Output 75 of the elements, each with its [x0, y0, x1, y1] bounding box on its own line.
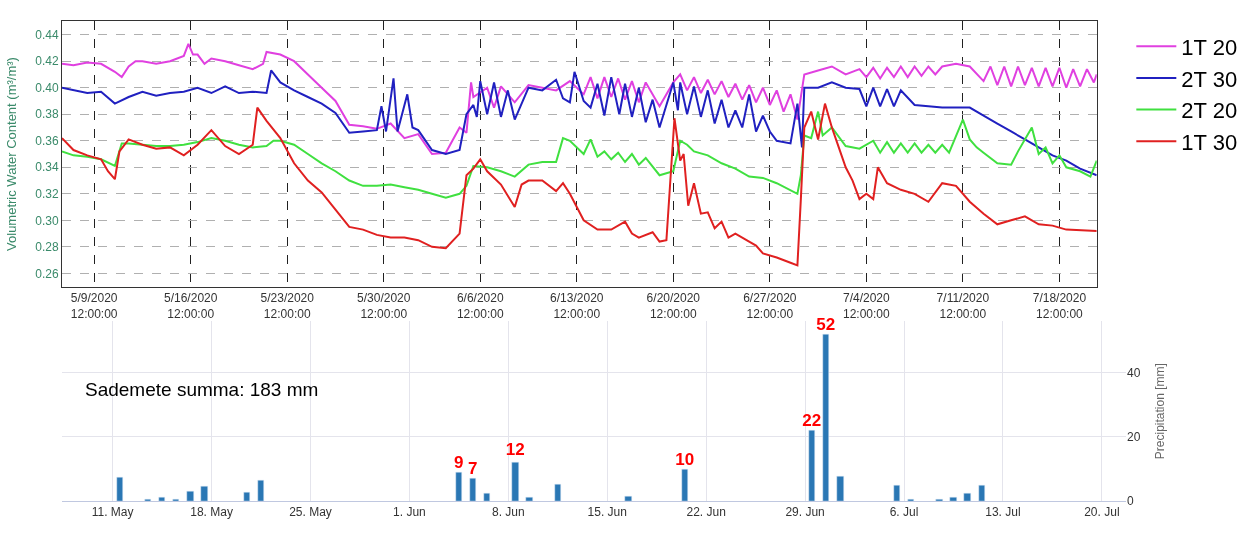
line-series — [62, 102, 1097, 267]
line-series — [62, 69, 1097, 177]
bar — [257, 479, 264, 501]
bar — [963, 492, 971, 501]
x-tick-label: 7/11/2020 12:00:00 — [936, 291, 990, 321]
x-tick-label: 20. Jul — [1084, 505, 1120, 520]
bar — [144, 498, 151, 501]
bar — [172, 498, 179, 501]
x-tick-label: 6/20/2020 12:00:00 — [646, 291, 701, 321]
y-tick-label: 0.32 — [35, 187, 59, 202]
y-tick-label: 0.28 — [35, 240, 59, 255]
bar — [949, 496, 957, 501]
data-label: 7 — [468, 459, 478, 479]
bar — [469, 477, 476, 501]
data-label: 22 — [802, 411, 822, 431]
bar — [893, 484, 900, 501]
x-tick-label: 29. Jun — [785, 505, 825, 520]
bar — [186, 490, 194, 501]
x-tick-label: 5/16/2020 12:00:00 — [164, 291, 218, 321]
x-tick-label: 18. May — [190, 505, 233, 520]
bar — [935, 498, 943, 501]
bar — [978, 484, 985, 501]
bar — [525, 496, 533, 501]
x-tick-label: 13. Jul — [985, 505, 1021, 520]
y2-tick-label: 40 — [1127, 365, 1141, 380]
x-tick-label: 25. May — [289, 505, 332, 520]
y-axis-title: Volumetric Water Content (m³/m³) — [4, 57, 20, 251]
data-label: 52 — [816, 315, 836, 335]
y2-tick-label: 0 — [1127, 494, 1134, 509]
legend-label: 1T 20 — [1181, 34, 1238, 60]
bar — [455, 471, 462, 501]
x-tick-label: 22. Jun — [686, 505, 726, 520]
bar — [116, 476, 123, 501]
legend-label: 2T 30 — [1181, 66, 1238, 92]
x-tick-label: 6. Jul — [889, 505, 919, 520]
bar — [158, 496, 165, 501]
x-tick-label: 6/6/2020 12:00:00 — [456, 291, 504, 321]
y-tick-label: 0.40 — [35, 80, 59, 95]
y2-tick-label: 20 — [1127, 430, 1141, 445]
legend-label: 2T 20 — [1181, 98, 1238, 124]
x-tick-label: 6/13/2020 12:00:00 — [550, 291, 604, 321]
bar — [836, 475, 844, 501]
x-tick-label: 7/4/2020 12:00:00 — [842, 291, 891, 321]
bar — [483, 492, 490, 501]
data-label: 10 — [675, 450, 695, 470]
x-tick-label: 5/30/2020 12:00:00 — [357, 291, 411, 321]
y-tick-label: 0.36 — [35, 133, 59, 148]
x-tick-label: 1. Jun — [393, 505, 426, 520]
y-tick-label: 0.38 — [35, 107, 59, 122]
x-tick-label: 8. Jun — [491, 505, 525, 520]
line-series — [62, 42, 1097, 156]
x-tick-label: 7/18/2020 12:00:00 — [1032, 291, 1087, 321]
bar — [554, 483, 561, 501]
x-tick-label: 6/27/2020 12:00:00 — [743, 291, 797, 321]
y-tick-label: 0.26 — [35, 266, 59, 281]
bar — [511, 461, 519, 501]
x-tick-label: 5/23/2020 12:00:00 — [260, 291, 315, 321]
data-label: 12 — [505, 440, 525, 460]
x-tick-label: 15. Jun — [587, 505, 627, 520]
line-series — [62, 110, 1097, 199]
bar — [681, 468, 688, 501]
x-tick-label: 5/9/2020 12:00:00 — [70, 291, 118, 321]
annotation: Sademete summa: 183 mm — [85, 379, 319, 400]
data-label: 9 — [454, 453, 464, 473]
y-tick-label: 0.44 — [35, 27, 59, 42]
y-tick-label: 0.30 — [35, 213, 59, 228]
bar — [200, 485, 208, 501]
y2-axis-title: Precipitation [mm] — [1152, 363, 1167, 460]
bar — [907, 498, 914, 501]
bar — [243, 491, 250, 501]
y-tick-label: 0.34 — [35, 160, 59, 175]
legend-label: 1T 30 — [1181, 129, 1238, 155]
x-tick-label: 11. May — [91, 505, 134, 520]
bar — [624, 495, 632, 501]
y-tick-label: 0.42 — [35, 54, 59, 69]
